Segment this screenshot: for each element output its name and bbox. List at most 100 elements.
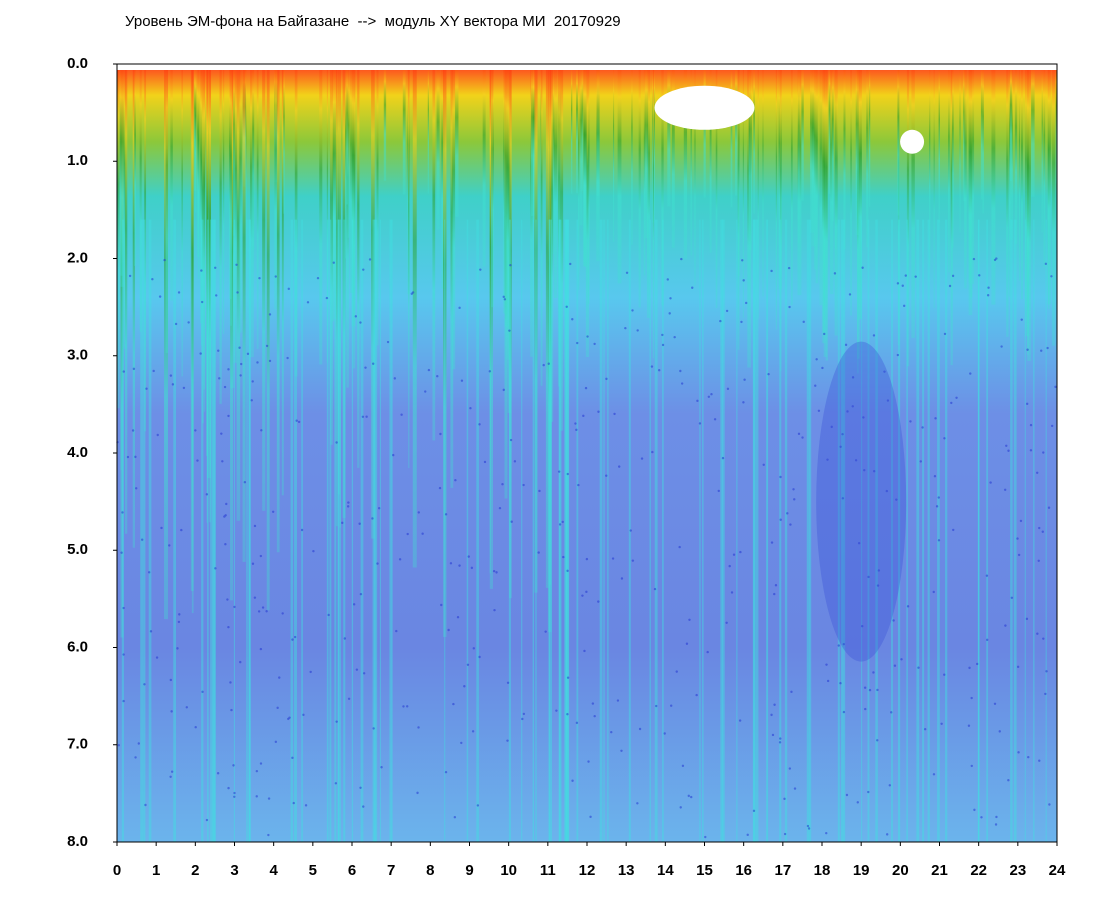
- texture-dot: [661, 333, 664, 337]
- texture-streak: [652, 64, 654, 359]
- x-tick-label: 15: [696, 862, 713, 879]
- texture-dot: [1036, 632, 1039, 635]
- texture-streak: [576, 64, 579, 194]
- texture-streak: [337, 219, 340, 843]
- texture-dot: [463, 685, 466, 688]
- texture-streak: [613, 64, 615, 242]
- texture-dot: [653, 587, 657, 591]
- texture-dot: [943, 437, 946, 440]
- texture-dot: [892, 619, 895, 622]
- texture-dot: [826, 458, 829, 461]
- texture-dot: [250, 399, 253, 402]
- texture-dot: [773, 592, 776, 596]
- texture-dot: [417, 726, 420, 729]
- texture-dot: [725, 621, 728, 624]
- texture-dot: [893, 664, 897, 667]
- texture-streak: [294, 64, 298, 377]
- texture-dot: [679, 806, 682, 809]
- texture-dot: [251, 562, 255, 565]
- texture-streak: [588, 64, 590, 304]
- texture-streak: [376, 64, 379, 346]
- texture-streak: [521, 219, 523, 843]
- texture-dot: [257, 610, 261, 613]
- texture-dot: [1036, 471, 1039, 474]
- texture-dot: [691, 286, 694, 289]
- texture-streak: [596, 64, 600, 262]
- texture-streak: [815, 64, 819, 284]
- texture-streak: [441, 64, 445, 289]
- texture-dot: [509, 438, 513, 442]
- texture-dot: [368, 258, 372, 261]
- texture-dot: [361, 415, 365, 418]
- texture-streak: [834, 64, 838, 336]
- texture-dot: [417, 511, 421, 514]
- texture-streak: [1027, 64, 1031, 361]
- texture-streak: [1048, 64, 1050, 309]
- texture-dot: [787, 266, 791, 270]
- texture-streak: [830, 64, 834, 295]
- texture-dot: [839, 445, 842, 448]
- texture-dot: [896, 353, 900, 357]
- texture-dot: [479, 268, 482, 271]
- texture-dot: [347, 697, 351, 700]
- texture-dot: [611, 557, 615, 560]
- texture-dot: [587, 760, 590, 763]
- texture-dot: [1050, 424, 1054, 428]
- texture-dot: [923, 727, 927, 731]
- texture-dot: [823, 332, 826, 336]
- texture-dot: [663, 732, 666, 735]
- texture-dot: [841, 497, 845, 500]
- texture-dot: [1025, 402, 1029, 406]
- texture-streak: [233, 64, 235, 236]
- texture-dot: [937, 539, 941, 542]
- texture-dot: [584, 386, 588, 390]
- texture-dot: [1042, 451, 1045, 454]
- texture-dot: [332, 261, 335, 264]
- texture-streak: [242, 64, 246, 562]
- texture-streak: [402, 64, 406, 195]
- texture-dot: [215, 294, 218, 297]
- texture-dot: [738, 719, 742, 722]
- texture-dot: [365, 415, 368, 418]
- texture-streak: [736, 219, 738, 843]
- texture-dot: [872, 334, 876, 337]
- texture-dot: [987, 286, 990, 289]
- texture-dot: [224, 543, 227, 546]
- texture-streak: [891, 219, 893, 843]
- texture-dot: [783, 832, 787, 836]
- texture-dot: [267, 797, 271, 800]
- texture-streak: [564, 219, 567, 843]
- texture-streak: [850, 64, 852, 316]
- texture-dot: [156, 433, 159, 437]
- texture-dot: [265, 344, 269, 348]
- texture-dot: [995, 815, 998, 819]
- texture-dot: [886, 399, 890, 402]
- texture-dot: [406, 532, 409, 536]
- texture-streak: [922, 219, 925, 843]
- x-tick-label: 8: [426, 862, 434, 879]
- texture-dot: [717, 489, 720, 493]
- texture-dot: [690, 795, 693, 799]
- texture-streak: [1052, 64, 1056, 346]
- texture-dot: [566, 472, 569, 476]
- texture-dot: [185, 706, 188, 709]
- texture-streak: [121, 219, 124, 843]
- texture-streak: [506, 64, 510, 360]
- texture-dot: [985, 574, 989, 577]
- texture-dot: [538, 489, 541, 493]
- texture-dot: [121, 511, 124, 514]
- texture-dot: [555, 709, 558, 712]
- texture-dot: [501, 483, 504, 486]
- texture-dot: [223, 385, 227, 389]
- texture-dot: [593, 714, 596, 718]
- texture-dot: [466, 663, 470, 666]
- y-tick-label: 2.0: [67, 249, 88, 266]
- texture-dot: [182, 386, 186, 390]
- x-tick-label: 6: [348, 862, 356, 879]
- texture-dot: [861, 266, 864, 269]
- texture-dot: [134, 756, 137, 759]
- texture-dot: [120, 551, 123, 554]
- texture-dot: [506, 739, 509, 742]
- texture-white: [654, 85, 755, 130]
- texture-streak: [790, 64, 793, 306]
